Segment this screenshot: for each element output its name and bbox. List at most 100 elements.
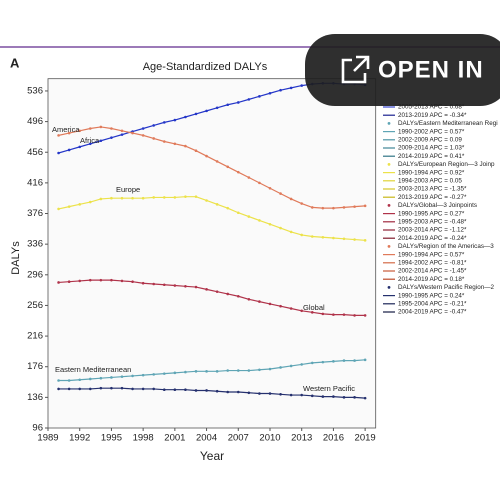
data-point [226,292,230,296]
data-point [321,395,325,398]
y-tick-label: 496 [27,116,43,127]
legend-entry: 2002-2009 APC = 0.09 [398,136,462,143]
data-point [300,202,304,205]
data-point [205,199,208,202]
legend-entry: 1994-2003 APC = 0.05 [398,177,462,184]
data-point [131,387,134,391]
data-point [194,389,198,392]
data-point [226,390,230,394]
y-tick-label: 96 [32,423,43,434]
data-point [131,374,134,378]
series-line [58,126,366,209]
data-point [194,370,198,373]
data-point [88,200,92,204]
data-point [258,392,261,395]
data-point [78,387,82,391]
legend-entry: 2002-2014 APC = -1.45* [398,268,467,275]
legend-entry: 2013-2019 APC = -0.34* [398,112,467,119]
data-point [258,219,261,222]
data-point [353,359,356,362]
data-point [57,134,60,137]
data-point [184,195,187,198]
data-point [173,142,177,146]
data-point [131,280,134,283]
series-label: Global [303,303,325,312]
data-point [236,211,240,215]
data-point [99,139,103,143]
data-point [99,386,103,390]
data-point [268,222,272,226]
data-point [300,309,304,313]
data-point [57,387,60,391]
data-point [268,186,272,190]
data-point [363,396,367,400]
legend-entry: 1990-1995 APC = 0.27* [398,210,465,217]
open-in-button[interactable] [305,34,500,106]
data-point [258,368,261,372]
legend-entry: 1990-2002 APC = 0.57* [398,128,465,135]
series-label: Europe [116,185,140,194]
data-point [289,197,293,201]
data-point [152,373,156,376]
legend-entry: 2005-2013 APC = 0.68* [398,104,465,111]
data-point [268,392,272,395]
data-point [99,197,103,201]
data-point [279,392,282,396]
data-point [353,314,356,317]
legend-entry: 2014-2019 APC = -0.24* [398,235,467,242]
button-label[interactable]: OPEN IN [378,56,484,83]
data-point [353,396,356,399]
data-point [236,101,240,104]
panel-label: A [10,55,20,70]
data-point [332,236,335,240]
data-point [152,196,156,199]
data-point [67,148,71,152]
data-point [173,371,177,375]
data-point [162,196,166,199]
data-point [236,390,240,394]
data-point [289,230,293,234]
legend-entry: 1994-2002 APC = -0.81* [398,259,467,266]
data-point [247,98,251,101]
data-point [289,307,293,310]
legend-entry: DALYs/Region of the Americas—3 [398,243,494,250]
data-point [152,387,156,391]
legend-entry: 2003-2014 APC = -1.12* [398,227,467,234]
data-point [226,165,230,169]
data-point [258,95,261,98]
data-point [194,195,198,198]
data-point [120,129,124,133]
y-tick-label: 216 [27,331,43,342]
data-point [300,84,304,87]
data-point [215,389,219,393]
external-link-icon [341,55,370,84]
data-point [88,127,92,130]
data-point [205,109,208,113]
data-point [78,129,82,133]
data-point [131,131,134,135]
data-point [88,142,92,146]
legend-entry: 1990-1995 APC = 0.24* [398,292,465,299]
data-point [184,144,187,148]
open-in-overlay[interactable]: OPEN IN [305,34,500,106]
legend-entry: 2009-2014 APC = 1.03* [398,145,465,152]
data-point [215,370,219,373]
data-point [152,124,156,127]
data-point [215,290,219,293]
series-line [58,359,366,382]
series-label: Eastern Mediterranean [55,365,131,374]
data-point [363,314,367,317]
legend-entry: 1990-1994 APC = 0.92* [398,169,465,176]
data-point [152,137,156,140]
y-tick-label: 536 [27,85,43,96]
data-point [279,304,282,308]
x-tick-label: 1989 [37,433,58,444]
data-point [173,284,177,287]
data-point [279,366,282,369]
data-point [120,133,124,136]
data-point [310,206,314,209]
data-point [279,226,282,230]
data-point [88,377,92,381]
x-tick-label: 2016 [323,433,344,444]
data-point [363,358,367,362]
